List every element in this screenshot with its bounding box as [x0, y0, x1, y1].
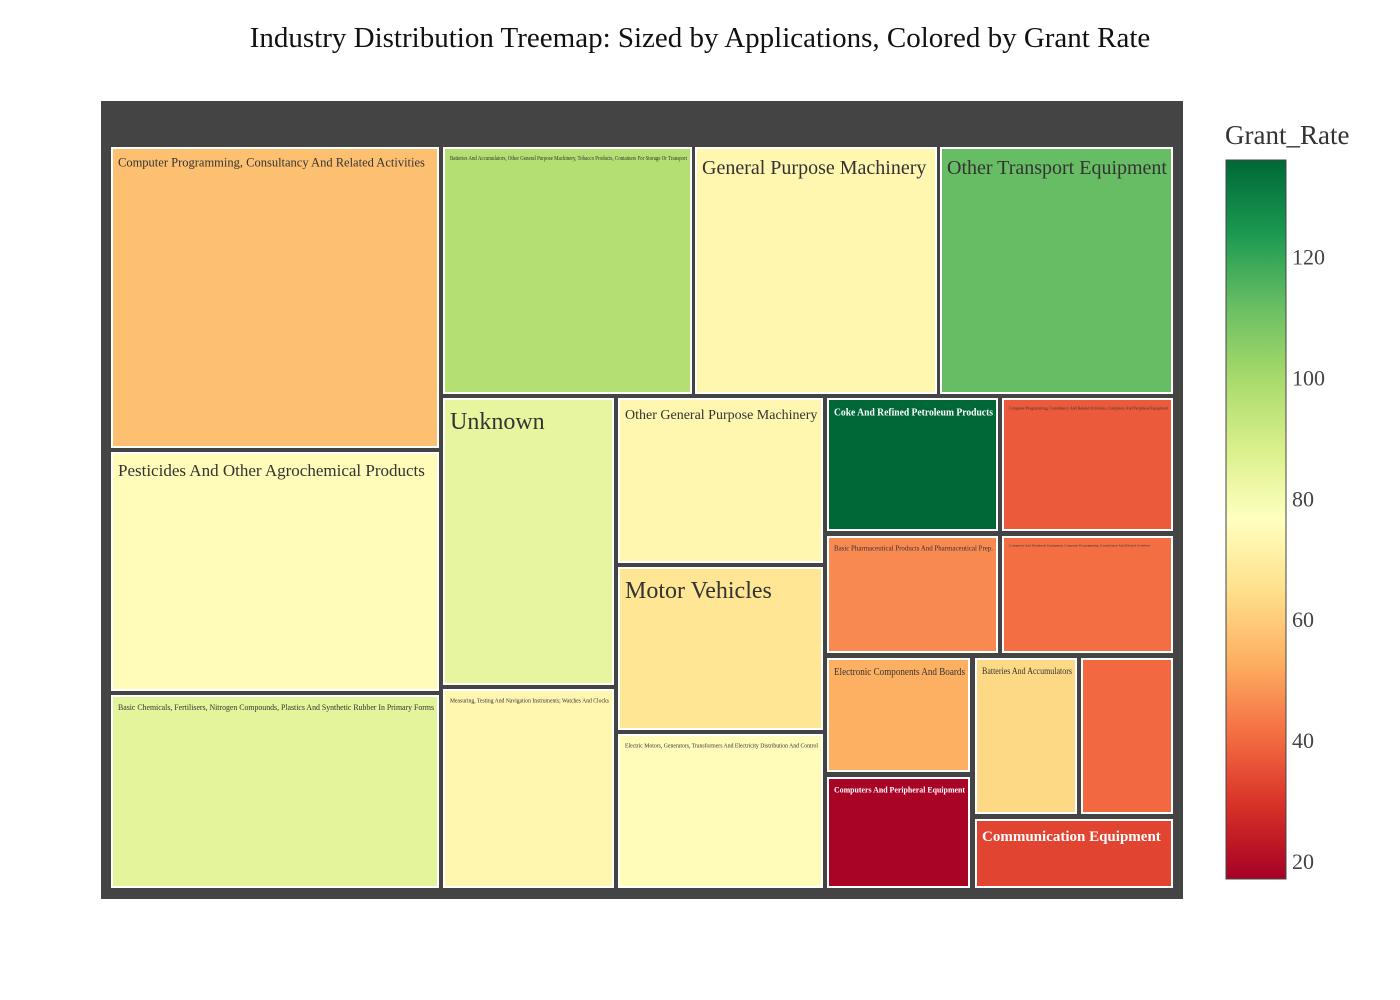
treemap-tile[interactable]: Electronic Components And Boards — [827, 658, 970, 772]
treemap-tiles: Computer Programming, Consultancy And Re… — [111, 147, 1173, 888]
colorbar-tick-label: 100 — [1292, 366, 1325, 391]
treemap-tile-label: Pesticides And Other Agrochemical Produc… — [118, 461, 425, 480]
treemap-tile-rect[interactable] — [940, 147, 1173, 394]
treemap-tile-rect[interactable] — [111, 452, 439, 691]
treemap-tile[interactable]: Other General Purpose Machinery — [618, 398, 823, 563]
treemap-tile-rect[interactable] — [827, 777, 970, 888]
colorbar — [1225, 159, 1287, 880]
treemap-tile[interactable]: Motor Vehicles — [618, 567, 823, 730]
treemap-tile-rect[interactable] — [827, 658, 970, 772]
treemap-tile-rect[interactable] — [827, 398, 998, 531]
treemap-tile-label: Unknown — [450, 409, 545, 435]
treemap-tile-rect[interactable] — [111, 147, 439, 448]
treemap-tile-rect[interactable] — [618, 567, 823, 730]
treemap-tile-label: Computers And Peripheral Equipment, Comp… — [1009, 544, 1151, 549]
treemap-tile-rect[interactable] — [1081, 658, 1173, 814]
treemap-tile-label: Basic Pharmaceutical Products And Pharma… — [834, 544, 993, 553]
treemap-tile-rect[interactable] — [1002, 536, 1173, 653]
treemap-tile-rect[interactable] — [618, 734, 823, 888]
treemap-tile-rect[interactable] — [111, 695, 439, 888]
treemap-tile-rect[interactable] — [695, 147, 937, 394]
treemap-tile-rect[interactable] — [827, 536, 998, 653]
colorbar-tick-label: 80 — [1292, 486, 1314, 511]
treemap-tile[interactable]: Basic Pharmaceutical Products And Pharma… — [827, 536, 998, 653]
treemap-tile-label: Computers And Peripheral Equipment — [834, 785, 965, 795]
treemap-tile[interactable]: Computer Programming, Consultancy And Re… — [1002, 398, 1173, 531]
treemap-tile-label: Computer Programming, Consultancy And Re… — [118, 156, 425, 170]
treemap-tile[interactable]: Computer Programming, Consultancy And Re… — [111, 147, 439, 448]
colorbar-tick-label: 60 — [1292, 607, 1314, 632]
treemap-tile[interactable] — [1081, 658, 1173, 814]
treemap-tile-label: Electronic Components And Boards — [834, 667, 965, 678]
treemap-tile[interactable]: Batteries And Accumulators, Other Genera… — [443, 147, 692, 394]
treemap-tile[interactable]: Computers And Peripheral Equipment, Comp… — [1002, 536, 1173, 653]
treemap-tile-label: Basic Chemicals, Fertilisers, Nitrogen C… — [118, 703, 434, 712]
treemap-tile[interactable]: Computers And Peripheral Equipment — [827, 777, 970, 888]
treemap-tile-label: Coke And Refined Petroleum Products — [834, 408, 993, 419]
treemap-tile[interactable]: Batteries And Accumulators — [975, 658, 1077, 814]
treemap-tile-label: Other Transport Equipment — [947, 157, 1167, 179]
treemap-tile-rect[interactable] — [1002, 398, 1173, 531]
treemap-tile-label: Other General Purpose Machinery — [625, 408, 817, 423]
treemap-tile[interactable]: General Purpose Machinery — [695, 147, 937, 394]
treemap-tile-label: Motor Vehicles — [625, 578, 772, 604]
treemap-tile-label: Batteries And Accumulators, Other Genera… — [450, 156, 687, 162]
treemap-tile-rect[interactable] — [618, 398, 823, 563]
treemap-tile[interactable]: Electric Motors, Generators, Transformer… — [618, 734, 823, 888]
colorbar-title: Grant_Rate — [1225, 120, 1350, 150]
treemap-tile[interactable]: Basic Chemicals, Fertilisers, Nitrogen C… — [111, 695, 439, 888]
treemap-tile-rect[interactable] — [975, 658, 1077, 814]
treemap-tile[interactable]: Communication Equipment — [975, 819, 1173, 888]
treemap-tile-rect[interactable] — [443, 689, 614, 888]
treemap-tile-rect[interactable] — [443, 398, 614, 685]
treemap-tile-rect[interactable] — [443, 147, 692, 394]
treemap-tile-label: Batteries And Accumulators — [982, 666, 1072, 676]
treemap-tile-label: Electric Motors, Generators, Transformer… — [625, 743, 818, 750]
treemap-tile-rect[interactable] — [975, 819, 1173, 888]
treemap-tile[interactable]: Pesticides And Other Agrochemical Produc… — [111, 452, 439, 691]
colorbar-ticks: 20 40 60 80 100 120 — [1292, 245, 1325, 874]
treemap-tile-label: Measuring, Testing And Navigation Instru… — [450, 698, 609, 705]
chart-title: Industry Distribution Treemap: Sized by … — [249, 22, 1151, 54]
colorbar-tick-label: 120 — [1292, 245, 1325, 270]
treemap-tile[interactable]: Measuring, Testing And Navigation Instru… — [443, 689, 614, 888]
colorbar-tick-label: 20 — [1292, 849, 1314, 874]
treemap-tile-label: Computer Programming, Consultancy And Re… — [1009, 406, 1169, 412]
colorbar-tick-label: 40 — [1292, 728, 1314, 753]
treemap-tile-label: Communication Equipment — [982, 829, 1161, 845]
treemap-tile-label: General Purpose Machinery — [702, 157, 926, 179]
treemap-tile[interactable]: Other Transport Equipment — [940, 147, 1173, 394]
treemap-tile[interactable]: Unknown — [443, 398, 614, 685]
treemap-tile[interactable]: Coke And Refined Petroleum Products — [827, 398, 998, 531]
